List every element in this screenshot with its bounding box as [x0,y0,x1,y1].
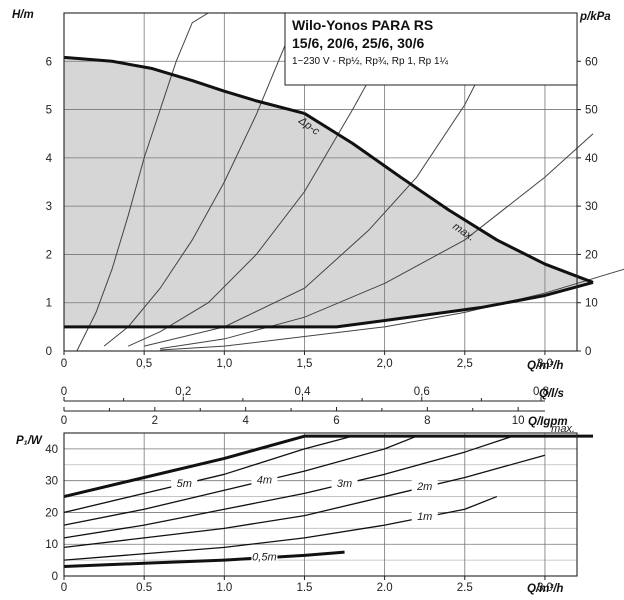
curve-label-bg [171,476,198,489]
l-s-tick-label: 0,2 [175,386,191,398]
model-list: 15/6, 20/6, 25/6, 30/6 [292,35,425,51]
x-axis-label-top: Q/m³/h [527,360,563,372]
curve-label: 1m [417,511,432,523]
curve-label: 3m [337,478,352,490]
y-tick-label-left: 4 [46,153,53,165]
curve-label: 2m [416,481,432,493]
bottom-ticks: 0 0.5 1.0 1.5 2.0 2.5 3.0 0 10 20 30 40 [45,444,553,594]
y-tick-label-right: 10 [585,298,598,310]
l-s-tick-label: 0,8 [533,386,549,398]
igpm-tick-label: 8 [424,415,430,427]
spec-text: 1~230 V - Rp½, Rp¾, Rp 1, Rp 1¼ [292,55,449,67]
power-curve [63,435,514,539]
igpm-tick-label: 0 [61,415,67,427]
y-tick-label-right: 60 [585,56,598,68]
curve-label-bg [251,473,278,486]
y-tick-label-right: 40 [585,153,598,165]
l-s-scale-label: Q/l/s [539,388,564,400]
l-s-tick-label: 0,4 [295,386,312,398]
power-curve [63,434,594,499]
y-tick-label-left: 0 [46,346,52,358]
bottom-grid [64,433,577,576]
bottom-x-tick-label: 0 [61,582,67,594]
igpm-scale-label: Q/Igpm [528,416,568,428]
y-tick-label-left: 5 [46,105,52,117]
igpm-tick-label: 4 [242,415,249,427]
bottom-x-tick-label: 0.5 [136,582,152,594]
bottom-y-tick-label: 40 [45,444,58,456]
system-curve [76,12,225,352]
curve-label-bg [331,476,358,489]
bottom-y-tick-label: 20 [45,507,58,519]
power-curve [63,454,546,549]
bottom-y-tick-label: 0 [52,571,58,583]
pump-curve [64,280,594,329]
power-flow-chart: max. 5m 4m 3m 2m 1m 0,5m 0 0.5 1.0 1.5 2.0 2.5 3.0 0 1… [16,423,594,595]
pump-curve [63,55,305,115]
curve-label-max: max. [551,423,575,435]
bottom-x-tick-label: 1.5 [296,582,312,594]
x-tick-label: 1,0 [216,358,232,370]
curve-label: 4m [257,475,272,487]
x-tick-label: 1,5 [296,358,312,370]
x-tick-label: 0,5 [136,358,152,370]
x-tick-label: 2,5 [457,358,473,370]
igpm-tick-label: 2 [152,415,158,427]
bottom-y-tick-label: 10 [45,539,58,551]
y-axis-label-left: H/m [12,9,34,21]
igpm-tick-label: 6 [333,415,339,427]
curve-label-bg [411,510,438,523]
curve-label-bg [251,550,278,563]
igpm-tick-label: 10 [512,415,525,427]
operating-range-fill [64,57,594,327]
bottom-plot-frame [63,432,578,577]
y-tick-label-left: 6 [46,56,52,68]
y-tick-label-right: 0 [585,346,591,358]
title-box [284,12,578,86]
x-tick-label: 3,0 [537,358,553,370]
bottom-x-tick-label: 2.0 [377,582,393,594]
bottom-x-tick-label: 1.0 [216,582,232,594]
x-tick-label: 2,0 [377,358,393,370]
secondary-flow-scales: 0 0,2 0,4 0,6 0,8 0 2 4 6 8 10 Q/l/s Q/Igpm [61,386,568,428]
curve-label-bg [411,480,438,493]
bottom-x-tick-label: 3.0 [537,582,553,594]
l-s-tick-label: 0 [61,386,67,398]
pump-curves [63,55,594,329]
y-tick-label-right: 30 [585,201,598,213]
y-axis-label-right: p/kPa [579,11,611,23]
power-curve [63,495,498,561]
l-s-tick-label: 0,6 [414,386,430,398]
x-tick-label: 0 [61,358,67,370]
system-curve [160,268,624,351]
x-axis-label-bottom: Q/m³/h [527,583,563,595]
y-tick-label-right: 20 [585,249,598,261]
y-tick-label-right: 50 [585,105,598,117]
system-curve [160,133,594,350]
power-curves: max. 5m 4m 3m 2m 1m 0,5m [63,423,594,568]
curve-label: 5m [177,478,192,490]
y-tick-label-left: 1 [46,298,52,310]
system-curve [103,12,305,347]
curve-label: 0,5m [252,552,276,564]
y-tick-label-left: 3 [46,201,52,213]
y-tick-label-left: 2 [46,249,52,261]
title: Wilo-Yonos PARA RS [292,17,433,33]
bottom-x-tick-label: 2.5 [457,582,473,594]
bottom-y-tick-label: 30 [45,476,58,488]
scale-ticks: 0 0,2 0,4 0,6 0,8 0 2 4 6 8 10 [61,386,549,427]
head-flow-chart: Wilo-Yonos PARA RS 15/6, 20/6, 25/6, 30/… [12,9,624,372]
y-axis-label-bottom: P₁/W [16,435,43,447]
pump-curve [303,112,594,284]
power-curve [63,435,353,514]
power-curve [63,550,345,568]
